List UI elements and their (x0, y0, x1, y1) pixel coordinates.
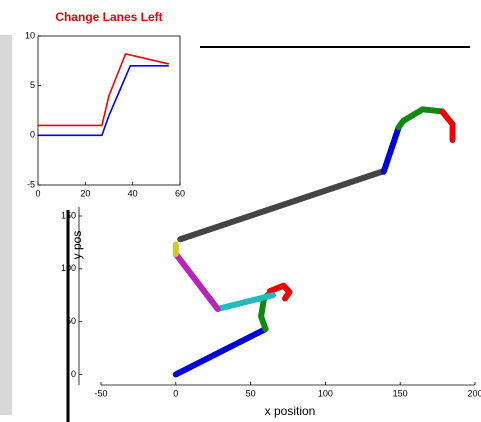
x-tick-label: 40 (128, 188, 138, 198)
x-tick-label: 60 (175, 188, 185, 198)
y-tick-label: 5 (30, 80, 35, 90)
x-tick-label: 200 (467, 388, 481, 398)
trajectory-line (395, 106, 446, 131)
x-axis-label: x position (265, 404, 316, 418)
y-tick-label: 150 (61, 210, 76, 220)
y-tick-label: 10 (25, 30, 35, 40)
y-tick-label: 50 (66, 316, 76, 326)
x-tick-label: 50 (246, 388, 256, 398)
y-tick-label: 100 (61, 263, 76, 273)
x-tick-label: 20 (80, 188, 90, 198)
trajectory-line (172, 251, 221, 312)
chart-title: Change Lanes Left (55, 10, 162, 24)
y-tick-label: -5 (27, 179, 35, 189)
x-tick-label: 0 (35, 188, 40, 198)
axes-box (37, 35, 181, 186)
trajectory-line (214, 292, 277, 312)
trajectory-line (439, 108, 456, 143)
side-panel (0, 35, 12, 415)
x-tick-label: 150 (393, 388, 408, 398)
trajectory-line (267, 282, 293, 302)
trajectory-line (37, 65, 169, 137)
trajectory-line (177, 168, 386, 243)
y-axis-label: y pos (70, 231, 84, 260)
trajectory-line (37, 53, 169, 127)
x-tick-label: 0 (173, 388, 178, 398)
trajectory-line (380, 124, 402, 175)
y-tick-label: 0 (30, 130, 35, 140)
x-tick-label: 100 (318, 388, 333, 398)
trajectory-line (172, 326, 269, 378)
x-tick-label: -50 (94, 388, 107, 398)
y-tick-label: 0 (71, 369, 76, 379)
